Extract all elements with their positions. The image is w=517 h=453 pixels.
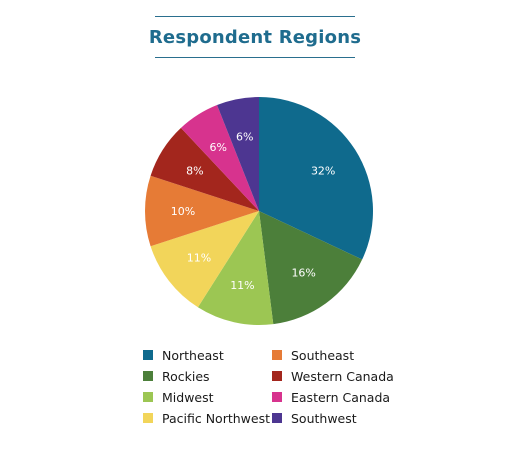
legend-item-southwest: Southwest [272,409,357,427]
legend-swatch [143,413,153,423]
legend-label: Southeast [291,347,355,363]
legend-label: Western Canada [291,368,394,384]
legend-swatch [143,392,153,402]
legend-label: Pacific Northwest [162,410,270,426]
chart-title-block: Respondent Regions [149,16,361,58]
slice-label-western-canada: 8% [186,164,203,177]
legend-item-midwest: Midwest [143,388,214,406]
legend-swatch [272,350,282,360]
slice-label-southeast: 10% [171,205,195,218]
legend-swatch [143,350,153,360]
slice-label-pacific-northwest: 11% [187,252,211,265]
legend-item-western-canada: Western Canada [272,367,394,385]
legend-label: Midwest [162,389,214,405]
pie-slice-southeast [145,175,259,247]
legend-swatch [272,413,282,423]
legend-label: Eastern Canada [291,389,391,405]
legend-swatch [143,371,153,381]
legend-label: Southwest [291,410,357,426]
pie-slice-northeast [259,97,373,260]
pie-slice-southwest [217,97,259,211]
pie-slice-eastern-canada [180,105,259,211]
slice-label-rockies: 16% [291,266,315,279]
slice-label-southwest: 6% [236,130,253,143]
legend-item-northeast: Northeast [143,346,224,364]
legend-item-southeast: Southeast [272,346,354,364]
legend-swatch [272,392,282,402]
pie-slice-midwest [197,211,274,325]
pie-slice-western-canada [150,127,259,211]
slice-label-midwest: 11% [230,279,254,292]
legend-item-eastern-canada: Eastern Canada [272,388,390,406]
slice-label-northeast: 32% [311,164,335,177]
pie-slice-pacific-northwest [150,211,259,308]
legend-swatch [272,371,282,381]
legend-item-rockies: Rockies [143,367,210,385]
slice-label-eastern-canada: 6% [210,141,227,154]
chart-title: Respondent Regions [148,26,362,48]
legend-label: Northeast [162,347,224,363]
legend-label: Rockies [162,368,210,384]
legend-item-pacific-northwest: Pacific Northwest [143,409,270,427]
pie-slice-rockies [259,211,363,325]
